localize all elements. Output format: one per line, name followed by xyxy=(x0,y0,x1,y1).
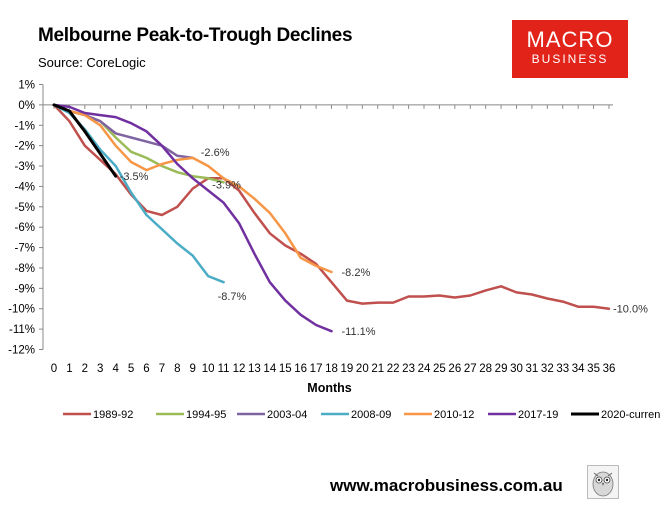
x-tick-label: 32 xyxy=(541,363,554,375)
x-tick-label: 34 xyxy=(572,363,585,375)
x-tick-label: 22 xyxy=(387,363,400,375)
website-url[interactable]: www.macrobusiness.com.au xyxy=(330,476,563,495)
x-tick-label: 18 xyxy=(325,363,338,375)
data-label: -8.7% xyxy=(218,291,247,303)
y-tick-label: -7% xyxy=(15,243,35,255)
x-tick-label: 2 xyxy=(82,363,88,375)
x-tick-label: 15 xyxy=(279,363,292,375)
x-tick-label: 9 xyxy=(190,363,196,375)
x-tick-label: 11 xyxy=(218,363,230,375)
x-tick-label: 19 xyxy=(341,363,354,375)
x-tick-label: 4 xyxy=(112,363,119,375)
x-tick-label: 21 xyxy=(371,363,384,375)
legend-label-2008-09: 2008-09 xyxy=(351,409,391,421)
y-tick-label: -6% xyxy=(15,222,35,234)
chart-title: Melbourne Peak-to-Trough Declines xyxy=(38,25,353,46)
y-tick-label: 0% xyxy=(18,100,35,112)
x-tick-label: 6 xyxy=(143,363,149,375)
series-line-2020-current xyxy=(52,103,118,178)
y-tick-label: 1% xyxy=(18,80,35,92)
y-tick-label: -1% xyxy=(15,120,35,132)
y-tick-label: -9% xyxy=(15,283,35,295)
y-tick-label: -12% xyxy=(8,345,35,357)
logo-line-1: MACRO xyxy=(526,27,614,52)
x-tick-label: 10 xyxy=(202,363,215,375)
x-tick-label: 1 xyxy=(66,363,72,375)
legend-label-2003-04: 2003-04 xyxy=(267,409,307,421)
legend-label-2010-12: 2010-12 xyxy=(434,409,474,421)
y-tick-label: -10% xyxy=(8,304,35,316)
x-tick-label: 16 xyxy=(294,363,307,375)
data-label: -11.1% xyxy=(342,326,376,338)
x-tick-label: 17 xyxy=(310,363,323,375)
y-tick-label: -4% xyxy=(15,181,35,193)
legend-label-1994-95: 1994-95 xyxy=(186,409,226,421)
legend-label-1989-92: 1989-92 xyxy=(93,409,133,421)
series-line-1989-92 xyxy=(52,103,611,310)
owl-logo-icon xyxy=(587,465,619,499)
x-tick-label: 5 xyxy=(128,363,134,375)
x-tick-label: 36 xyxy=(603,363,616,375)
x-tick-label: 25 xyxy=(433,363,446,375)
x-tick-label: 35 xyxy=(587,363,600,375)
x-tick-label: 31 xyxy=(526,363,539,375)
logo-line-2: BUSINESS xyxy=(531,52,609,66)
data-label: -3.9% xyxy=(212,179,241,191)
x-tick-label: 33 xyxy=(556,363,569,375)
x-tick-label: 3 xyxy=(97,363,103,375)
x-axis-title: Months xyxy=(307,381,351,395)
x-tick-label: 14 xyxy=(263,363,276,375)
x-tick-label: 24 xyxy=(418,363,431,375)
x-tick-label: 20 xyxy=(356,363,369,375)
y-tick-label: -5% xyxy=(15,202,35,214)
macro-business-logo: MACRO BUSINESS xyxy=(512,20,628,78)
data-label: -10.0% xyxy=(613,304,648,316)
x-tick-label: 23 xyxy=(402,363,415,375)
data-label: -8.2% xyxy=(342,267,371,279)
series-line-2008-09 xyxy=(52,103,225,284)
y-tick-label: -11% xyxy=(9,324,35,336)
x-tick-label: 8 xyxy=(174,363,180,375)
x-tick-label: 12 xyxy=(233,363,246,375)
y-tick-label: -3% xyxy=(15,161,35,173)
data-label: -3.5% xyxy=(120,171,149,183)
legend-label-2020-current: 2020-current xyxy=(601,409,660,421)
x-tick-label: 29 xyxy=(495,363,508,375)
x-tick-label: 30 xyxy=(510,363,523,375)
x-tick-label: 28 xyxy=(479,363,492,375)
x-tick-label: 13 xyxy=(248,363,261,375)
legend-label-2017-19: 2017-19 xyxy=(518,409,558,421)
x-tick-label: 0 xyxy=(51,363,57,375)
y-tick-label: -2% xyxy=(15,141,35,153)
y-tick-label: -8% xyxy=(15,263,35,275)
x-tick-label: 7 xyxy=(159,363,165,375)
x-tick-label: 27 xyxy=(464,363,477,375)
x-tick-label: 26 xyxy=(448,363,461,375)
series-line-2010-12 xyxy=(52,103,333,274)
chart-source: Source: CoreLogic xyxy=(38,55,146,70)
data-label: -2.6% xyxy=(201,147,230,159)
series-line-2017-19 xyxy=(52,103,333,333)
